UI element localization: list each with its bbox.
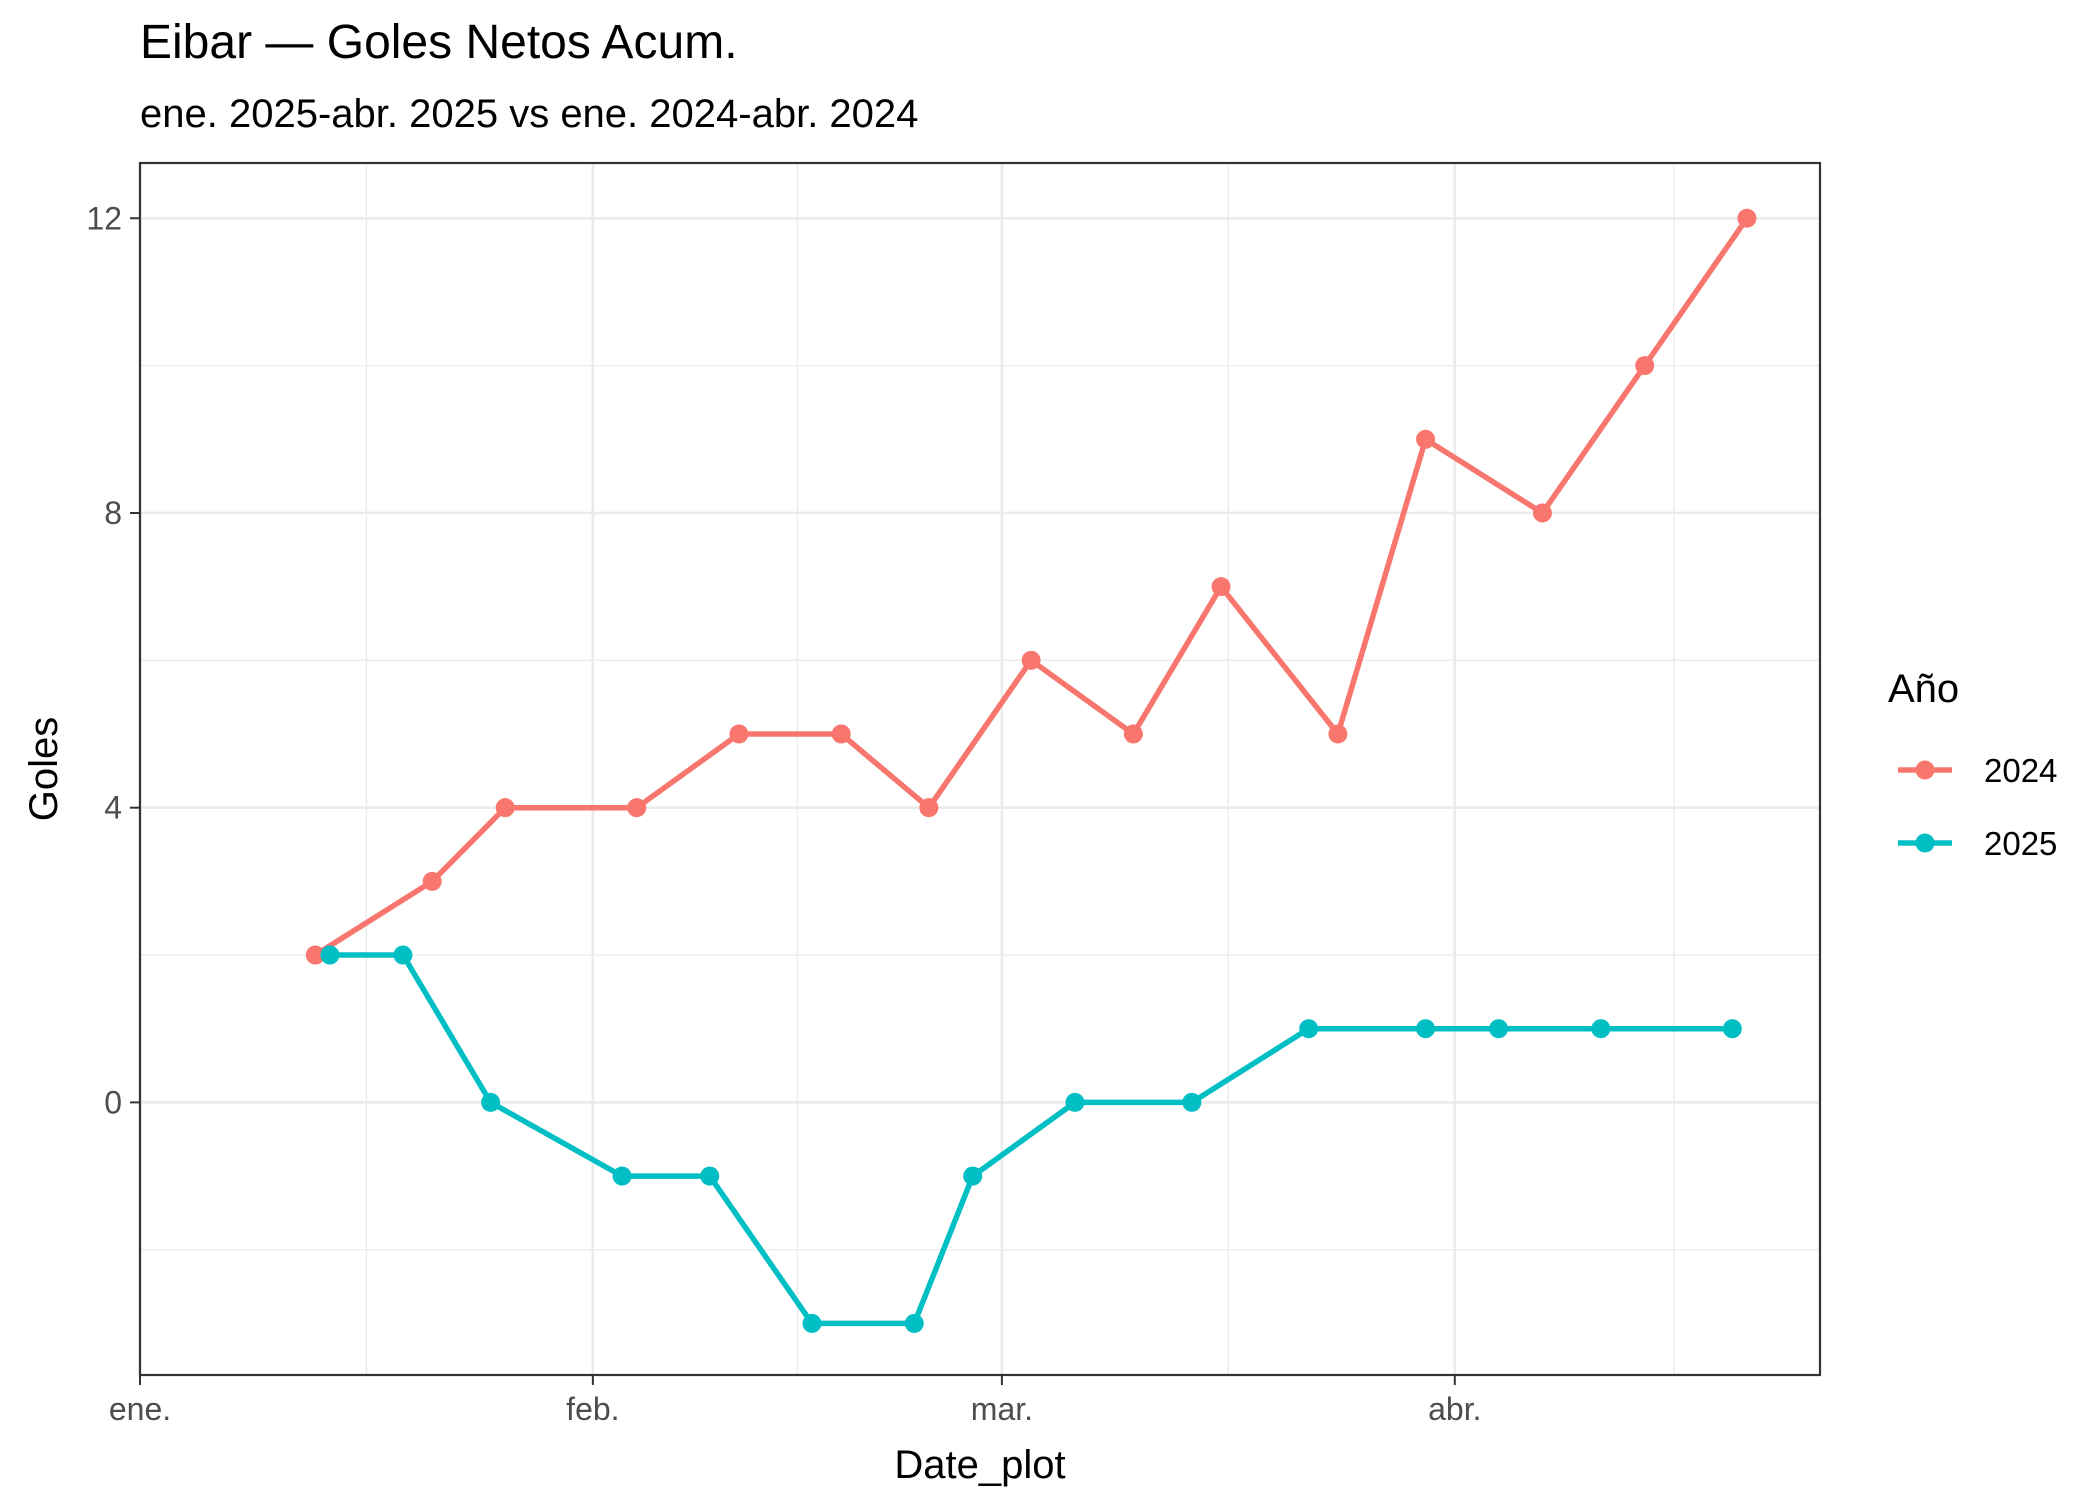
x-axis: ene. feb. mar. abr. (109, 1375, 1481, 1427)
grid-lines (138, 163, 1820, 1375)
legend-label-2025: 2025 (1984, 825, 2057, 862)
data-point (802, 1313, 822, 1333)
data-point (393, 945, 413, 965)
data-point (1328, 724, 1348, 744)
y-tick-label: 8 (104, 495, 122, 531)
series-layer (305, 208, 1757, 1333)
data-point (919, 798, 939, 818)
chart-title: Eibar — Goles Netos Acum. (140, 16, 738, 69)
x-tick-label: mar. (971, 1391, 1033, 1427)
data-point (729, 724, 749, 744)
x-tick-label: ene. (109, 1391, 171, 1427)
data-point (422, 871, 442, 891)
data-point (1591, 1019, 1611, 1039)
x-tick-label: feb. (566, 1391, 619, 1427)
legend-key-point (1915, 833, 1935, 853)
legend-key-point (1915, 760, 1935, 780)
x-tick-label: abr. (1428, 1391, 1481, 1427)
data-point (1065, 1092, 1085, 1112)
data-point (627, 798, 647, 818)
series-2025 (320, 945, 1742, 1333)
data-point (963, 1166, 983, 1186)
data-point (612, 1166, 632, 1186)
plot-panel (140, 163, 1820, 1375)
legend-label-2024: 2024 (1984, 752, 2057, 789)
data-point (1416, 429, 1436, 449)
data-point (1021, 650, 1041, 670)
chart-subtitle: ene. 2025-abr. 2025 vs ene. 2024-abr. 20… (140, 92, 919, 136)
legend: Año 2024 2025 (1888, 667, 2057, 862)
legend-title: Año (1888, 667, 1959, 711)
legend-key-2024 (1898, 760, 1952, 780)
data-point (1211, 577, 1231, 597)
data-point (831, 724, 851, 744)
data-point (495, 798, 515, 818)
y-tick-label: 12 (86, 200, 122, 236)
data-point (700, 1166, 720, 1186)
data-point (1123, 724, 1143, 744)
y-axis: 0 4 8 12 (86, 200, 140, 1120)
data-point (1299, 1019, 1319, 1039)
data-point (305, 945, 325, 965)
data-point (1416, 1019, 1436, 1039)
x-axis-title: Date_plot (894, 1443, 1065, 1487)
series-2024 (305, 208, 1757, 965)
data-point (1532, 503, 1552, 523)
y-tick-label: 4 (104, 790, 122, 826)
data-point (1489, 1019, 1509, 1039)
y-axis-title: Goles (22, 717, 66, 822)
data-point (1182, 1092, 1202, 1112)
y-tick-label: 0 (104, 1084, 122, 1120)
data-point (320, 945, 340, 965)
data-point (1635, 356, 1655, 376)
data-point (1722, 1019, 1742, 1039)
legend-key-2025 (1898, 833, 1952, 853)
data-point (1737, 208, 1757, 228)
data-point (481, 1092, 501, 1112)
data-point (904, 1313, 924, 1333)
plot-border (138, 161, 1822, 1377)
